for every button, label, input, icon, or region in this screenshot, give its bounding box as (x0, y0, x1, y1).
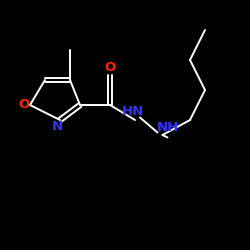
Text: O: O (104, 61, 116, 74)
Text: O: O (18, 98, 30, 112)
Text: HN: HN (122, 105, 144, 118)
Text: NH: NH (156, 121, 178, 134)
Text: N: N (52, 120, 63, 133)
